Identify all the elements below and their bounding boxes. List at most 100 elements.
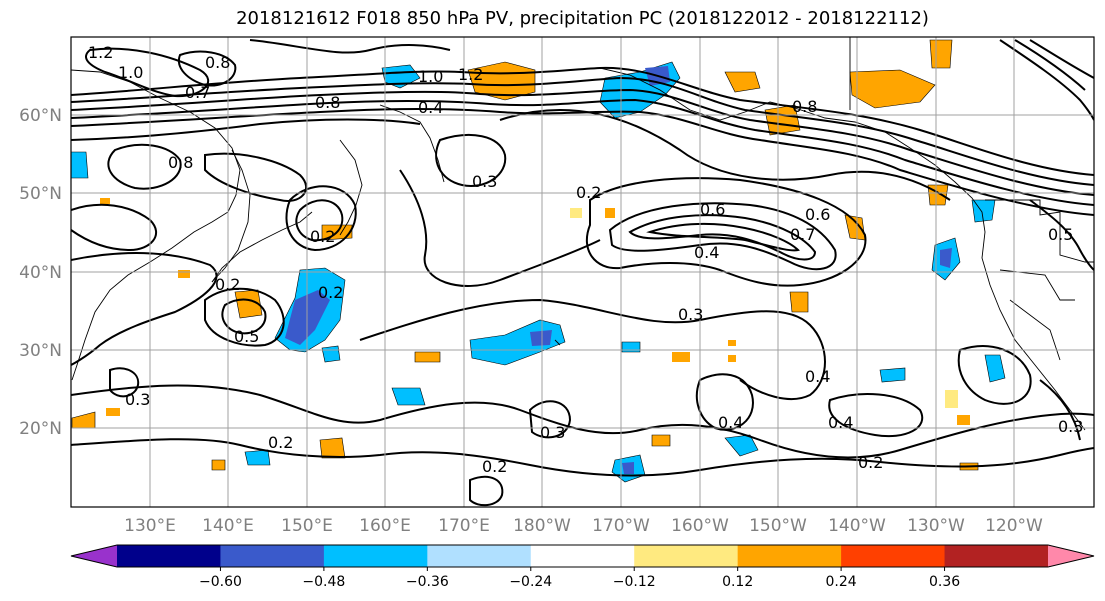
colorbar-ticks: −0.60 −0.48 −0.36 −0.24 −0.12 0.12 0.24 0.36 [199,567,960,590]
precip-orange-area [929,39,953,69]
contour-label: 0.7 [790,225,815,244]
lon-label-170E: 170°E [438,516,490,536]
colorbar-tick-label: −0.36 [406,574,449,590]
lon-label-140E: 140°E [202,516,254,536]
contour-label: 0.2 [576,183,601,202]
pv-contour [646,222,800,252]
pv-contour [1029,39,1094,79]
pv-contour [528,400,572,439]
colorbar-cell [220,545,325,567]
precip-orange-area [672,352,690,362]
map-frame [70,36,1095,508]
lat-label-20N: 20°N [19,419,62,439]
colorbar-outline [70,544,1095,568]
precip-dark-blue-area [940,248,952,268]
kamchatka-coast [339,139,363,236]
contour-label: 0.2 [268,433,293,452]
colorbar-cell [323,545,428,567]
precip-orange-area [728,355,736,362]
contour-label: 0.2 [858,453,883,472]
contour-label: 1.0 [118,63,143,82]
contour-label: 0.6 [700,200,725,219]
contour-label: 0.8 [792,97,817,116]
precip-orange-area [651,434,671,447]
precip-orange-area [178,270,190,278]
colorbar: −0.60 −0.48 −0.36 −0.24 −0.12 0.12 0.24 0.36 [70,544,1095,590]
contour-label: 0.2 [318,283,343,302]
pv-contour [359,298,826,400]
precip-orange-area [211,459,226,471]
lon-label-150E: 150°E [281,516,333,536]
pv-contour [957,345,1032,405]
gridlines [71,37,1094,507]
lon-label-170W: 170°W [592,516,650,536]
contour-label: 1.2 [88,43,113,62]
colorbar-tick-label: −0.48 [302,574,345,590]
longitude-labels: 130°E 140°E 150°E 160°E 170°E 180°W 170°… [124,516,1043,536]
lon-label-160E: 160°E [359,516,411,536]
pv-contour [608,202,837,271]
contour-label: 0.2 [310,227,335,246]
map-title: 2018121612 F018 850 hPa PV, precipitatio… [236,8,929,29]
precip-blue-area [879,367,906,383]
pv-contour [71,118,421,141]
pv-contour [828,393,924,438]
contour-label: 0.7 [185,83,210,102]
contour-label: 0.8 [205,53,230,72]
pv-contour [71,203,158,252]
precip-orange-area [605,208,615,218]
japan-coast [211,211,313,283]
precip-yellow-area [570,208,582,218]
precip-yellow-area [945,390,958,408]
contour-label: 0.3 [125,390,150,409]
pv-contour [71,76,1094,186]
colorbar-tick-label: −0.24 [509,574,552,590]
japan-sakhalin-coast [211,149,251,283]
lon-label-120W: 120°W [985,516,1043,536]
pv-contour [1014,39,1086,91]
contour-label: 0.3 [1058,417,1083,436]
contour-label: 0.2 [215,275,240,294]
colorbar-extend-max [1048,545,1094,567]
pv-contour [71,98,1094,206]
islands [554,339,561,346]
precip-orange-area [100,198,110,204]
lon-label-160W: 160°W [671,516,729,536]
precip-orange-area [957,415,970,425]
kamchatka-east-coast [379,104,445,183]
pv-contour [469,475,504,507]
precip-blue-area [244,449,271,466]
precip-dark-blue-area [530,330,552,346]
precip-orange-area [724,71,761,93]
lon-label-150W: 150°W [749,516,807,536]
pv-contour [435,134,507,187]
precip-orange-area [234,289,263,319]
pv-contour [221,298,267,335]
lon-label-130W: 130°W [907,516,965,536]
precip-blue-area [71,151,89,179]
asia-coastline [71,69,241,381]
lon-label-180W: 180°W [513,516,571,536]
colorbar-tick-label: 0.24 [826,574,857,590]
colorbar-tick-label: −0.12 [613,574,656,590]
colorbar-extend-min [71,545,117,567]
pv-contour [399,169,601,287]
precip-blue-area [391,387,426,406]
precip-orange-area [789,291,809,313]
contour-label: 0.5 [234,327,259,346]
pv-contour [628,214,817,261]
precip-orange-area [106,408,120,416]
pv-contour [204,152,308,202]
precip-blue-area [984,354,1006,383]
lat-label-40N: 40°N [19,263,62,283]
contour-label: 0.3 [678,305,703,324]
contour-label: 0.4 [694,243,719,262]
precip-dark-blue-area [622,462,634,474]
pv-contour [585,177,867,287]
lon-label-130E: 130°E [124,516,176,536]
contour-label: 0.8 [168,153,193,172]
pv-contour [85,47,209,98]
colorbar-tick-label: 0.36 [929,574,960,590]
precip-blue-area [321,345,341,363]
